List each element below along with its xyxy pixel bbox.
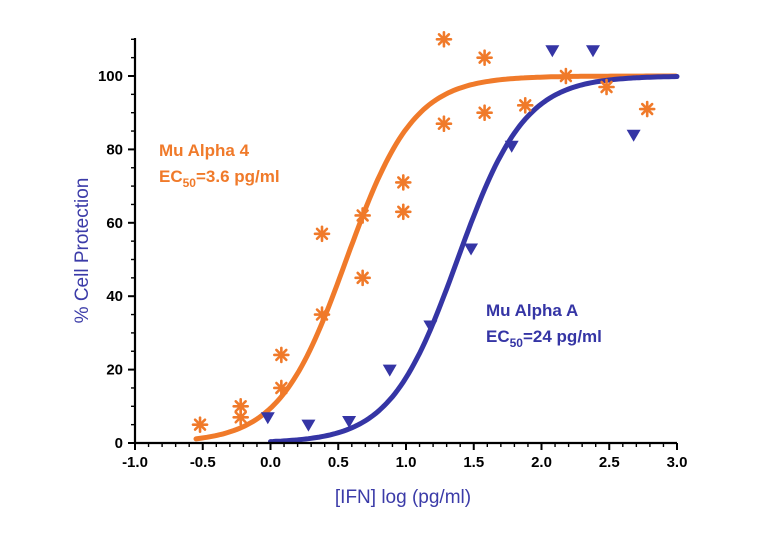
data-point [557,67,575,85]
x-tick-label: 2.5 [599,454,620,471]
data-point [260,412,275,425]
annotation-line: Mu Alpha 4 [159,141,250,160]
y-tick-label: 80 [106,141,123,158]
fit-curve-2 [268,74,680,445]
x-tick-label: -1.0 [122,454,148,471]
fit-curve-1 [193,73,679,442]
data-points [191,30,656,433]
data-point [354,269,371,287]
data-point [504,140,519,153]
axis-labels: -1.0 -0.5 0.0 0.5 1.0 1.5 2.0 2.5 3.0 0 20 40 60 80 10… [72,68,687,508]
data-point [476,104,493,121]
series-label-2: Mu Alpha A EC50=24 pg/ml [486,301,602,350]
data-point [545,45,560,58]
data-point [382,364,397,377]
data-point [273,379,290,397]
data-point [585,45,600,58]
annotation-line: EC50=3.6 pg/ml [159,167,280,190]
data-point [232,409,249,426]
data-point [342,415,357,428]
x-tick-label: 0.0 [260,454,281,471]
y-tick-label: 60 [106,215,123,232]
x-tick-label: 3.0 [667,454,688,471]
data-point [354,207,371,224]
data-point [476,49,493,66]
data-point [638,100,656,118]
series-label-1: Mu Alpha 4 EC50=3.6 pg/ml [159,141,280,190]
axes [128,38,678,450]
data-point [516,97,534,114]
data-point [626,129,641,142]
y-tick-label: 100 [98,68,123,85]
data-point [313,225,331,243]
data-point [598,78,615,96]
data-point [435,115,453,133]
x-tick-label: -0.5 [190,454,216,471]
data-point [423,320,438,333]
data-point [313,306,331,323]
data-point [394,203,412,221]
data-point [464,243,479,256]
x-axis-title: [IFN] log (pg/ml) [335,487,471,508]
data-point [301,419,316,432]
data-point [394,174,412,191]
data-point [435,30,453,48]
data-point [191,416,209,433]
x-tick-label: 1.5 [463,454,484,471]
y-tick-label: 40 [106,288,123,305]
series-annotations: Mu Alpha 4 EC50=3.6 pg/ml Mu Alpha A EC50=2… [159,141,602,350]
annotation-line: EC50=24 pg/ml [486,327,602,350]
y-tick-label: 20 [106,362,123,379]
x-tick-label: 2.0 [531,454,552,471]
x-tick-label: 0.5 [328,454,349,471]
fit-curves [193,73,680,445]
annotation-line: Mu Alpha A [486,301,578,320]
data-point [273,346,290,364]
y-tick-label: 0 [115,435,123,452]
x-tick-label: 1.0 [396,454,417,471]
y-axis-title: % Cell Protection [72,178,93,324]
